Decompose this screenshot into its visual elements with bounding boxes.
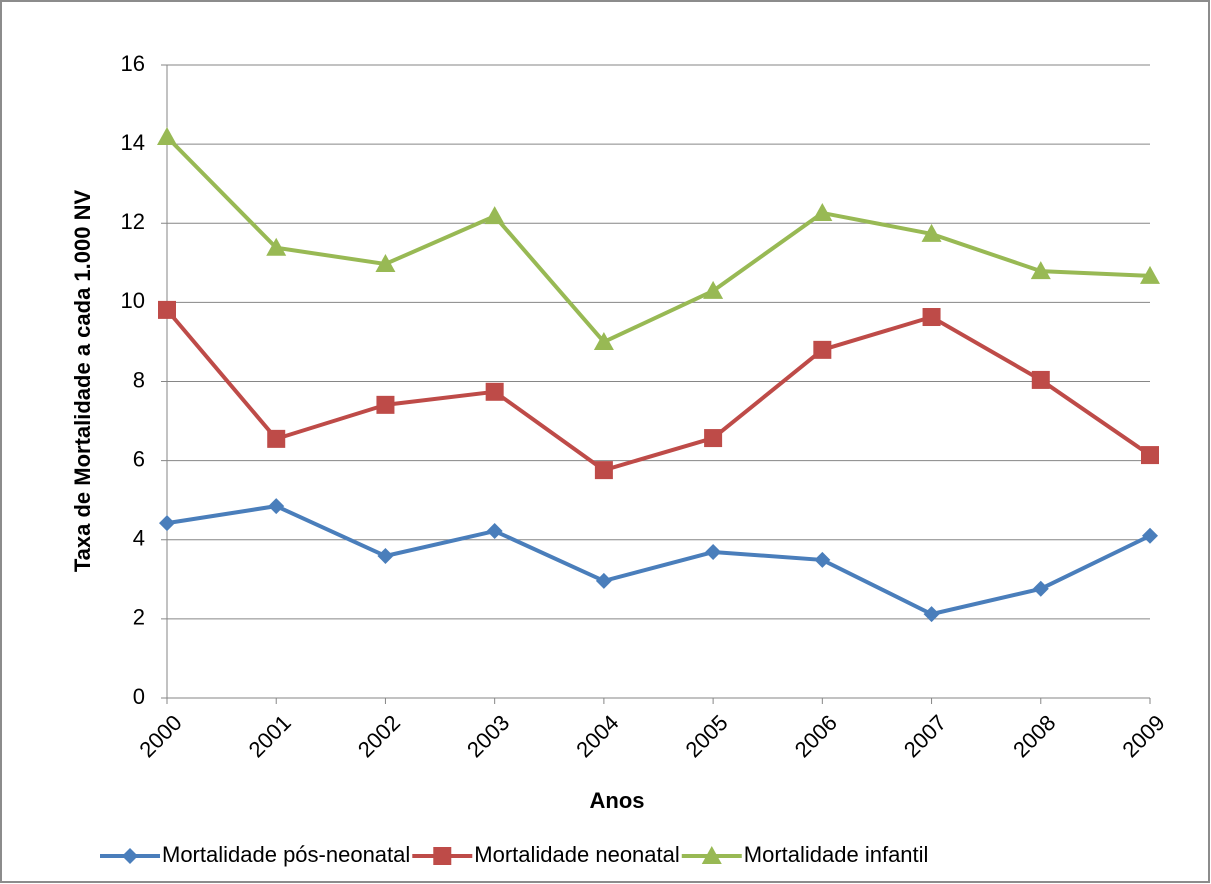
point <box>923 606 940 623</box>
point <box>267 429 286 448</box>
point <box>268 498 285 515</box>
point <box>812 202 833 221</box>
point <box>595 572 612 589</box>
point <box>922 308 941 327</box>
y-tick-label: 14 <box>121 130 145 155</box>
series-line <box>166 504 1151 617</box>
point <box>158 300 176 319</box>
point <box>157 127 177 146</box>
point <box>433 847 452 865</box>
y-tick-label: 16 <box>121 51 145 76</box>
legend-label: Mortalidade neonatal <box>474 842 679 867</box>
series <box>159 498 1158 623</box>
point <box>159 515 175 532</box>
point <box>377 547 394 564</box>
point <box>1142 527 1158 544</box>
series <box>157 127 1160 350</box>
y-tick-label: 8 <box>133 367 145 392</box>
point <box>921 223 942 242</box>
point <box>485 382 504 401</box>
series-line <box>165 135 1151 345</box>
legend-label: Mortalidade infantil <box>744 842 929 867</box>
point <box>703 280 724 299</box>
x-axis-title: Anos <box>590 788 645 813</box>
point <box>594 461 613 480</box>
series-line <box>165 308 1152 473</box>
point <box>122 848 138 864</box>
point <box>1032 580 1049 597</box>
point <box>484 206 505 225</box>
legend-label: Mortalidade pós-neonatal <box>162 842 410 867</box>
point <box>266 237 287 256</box>
point <box>375 253 396 272</box>
point <box>1030 261 1051 280</box>
y-tick-label: 6 <box>133 446 145 471</box>
point <box>814 551 831 568</box>
point <box>1140 265 1160 284</box>
y-tick-label: 12 <box>121 209 145 234</box>
point <box>1141 446 1159 465</box>
point <box>486 523 503 540</box>
y-tick-label: 0 <box>133 684 145 709</box>
point <box>376 395 395 414</box>
point <box>705 544 722 561</box>
y-tick-label: 4 <box>133 526 145 551</box>
series <box>158 300 1159 480</box>
y-tick-label: 2 <box>133 605 145 630</box>
point <box>813 340 832 359</box>
y-axis-title: Taxa de Mortalidade a cada 1.000 NV <box>70 190 95 573</box>
point <box>593 331 614 350</box>
point <box>701 846 722 864</box>
point <box>1031 370 1050 389</box>
point <box>704 429 723 448</box>
y-tick-label: 10 <box>121 288 145 313</box>
